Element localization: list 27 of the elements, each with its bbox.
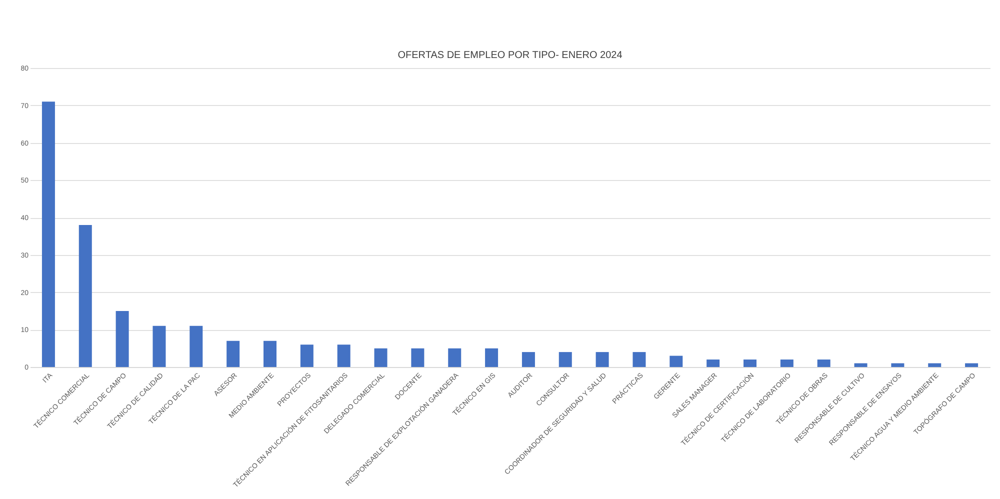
bar <box>596 352 609 367</box>
bar <box>558 352 572 367</box>
bar <box>670 356 683 367</box>
bar <box>632 352 646 367</box>
bar <box>706 360 720 367</box>
bar <box>485 348 498 367</box>
bar <box>116 310 129 367</box>
bar <box>744 360 756 367</box>
bar <box>780 360 794 367</box>
bar <box>374 348 388 367</box>
bar <box>337 344 350 367</box>
bar <box>817 360 830 367</box>
bar <box>78 224 92 367</box>
bar <box>300 344 314 367</box>
bar <box>264 340 276 367</box>
bar <box>965 363 978 367</box>
bar <box>226 340 240 367</box>
chart-title: OFERTAS DE EMPLEO POR TIPO- ENERO 2024 <box>398 50 623 61</box>
bar <box>522 352 535 367</box>
bar <box>42 102 55 367</box>
bar <box>190 326 203 367</box>
bar <box>448 348 462 367</box>
bar <box>928 363 942 367</box>
bar <box>411 348 424 367</box>
bar <box>891 363 904 367</box>
bar <box>152 326 166 367</box>
bar <box>854 363 868 367</box>
